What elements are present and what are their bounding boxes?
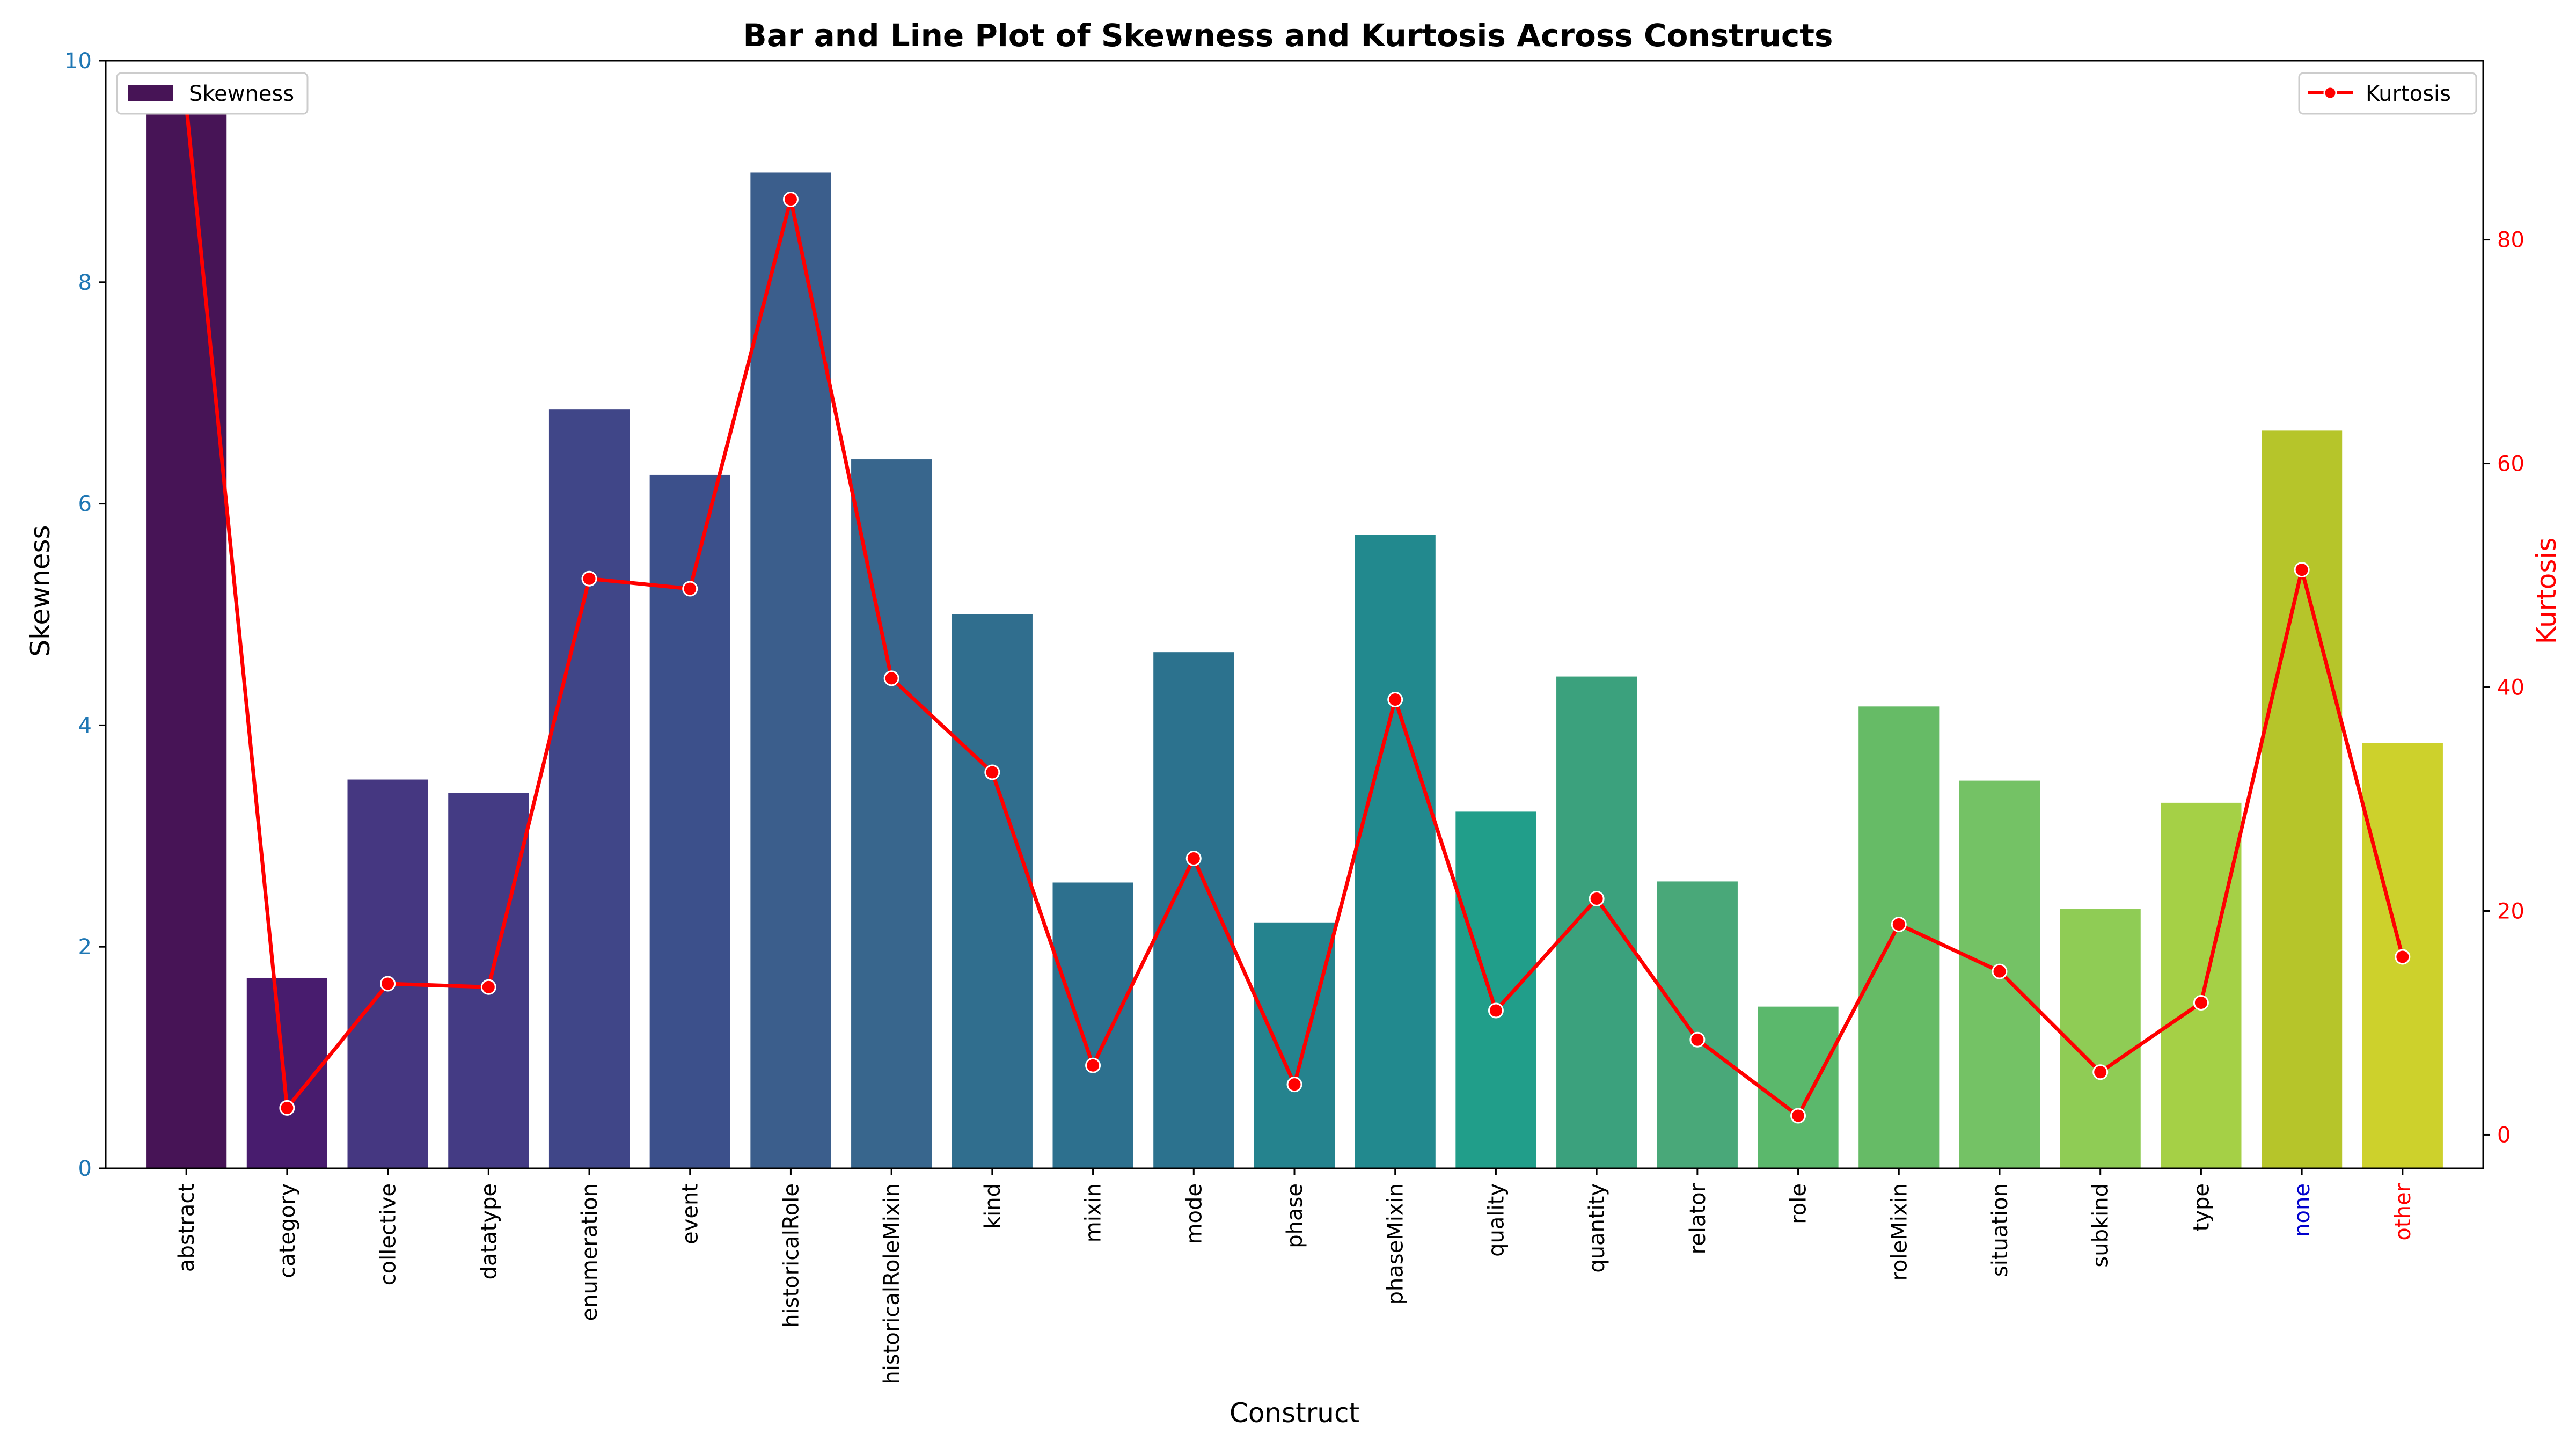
kurtosis-point-kind xyxy=(984,764,1000,780)
kurtosis-point-enumeration xyxy=(581,570,597,587)
left-tick-label-6: 6 xyxy=(78,492,92,517)
bar-phaseMixin xyxy=(1355,535,1436,1168)
kurtosis-point-category xyxy=(279,1100,295,1116)
x-tick-label-role: role xyxy=(1787,1183,1811,1224)
x-tick-label-subkind: subkind xyxy=(2089,1183,2113,1268)
x-tick-label-mixin: mixin xyxy=(1081,1183,1106,1242)
kurtosis-point-other xyxy=(2395,949,2411,965)
x-tick-label-datatype: datatype xyxy=(477,1183,501,1279)
legend-kurtosis-box xyxy=(2298,72,2477,115)
legend-kurtosis: Kurtosis xyxy=(2298,72,2477,115)
kurtosis-point-historicalRoleMixin xyxy=(883,670,899,686)
bars-layer xyxy=(146,105,2443,1169)
x-tick-label-collective: collective xyxy=(376,1183,401,1285)
x-tick-label-category: category xyxy=(275,1183,300,1278)
x-tick-label-quantity: quantity xyxy=(1585,1183,1609,1273)
bar-quantity xyxy=(1556,676,1637,1168)
kurtosis-point-subkind xyxy=(2092,1064,2109,1080)
legend-skewness-swatch xyxy=(128,85,173,101)
bar-none xyxy=(2262,430,2343,1168)
left-tick-label-2: 2 xyxy=(78,935,92,960)
left-tick-label-10: 10 xyxy=(64,49,92,74)
kurtosis-point-historicalRole xyxy=(782,192,799,208)
right-tick-label-60: 60 xyxy=(2497,452,2524,477)
kurtosis-point-phase xyxy=(1286,1077,1302,1093)
x-tick-label-roleMixin: roleMixin xyxy=(1887,1183,1912,1281)
x-tick-label-enumeration: enumeration xyxy=(577,1183,602,1321)
kurtosis-point-event xyxy=(682,581,698,597)
x-tick-label-phaseMixin: phaseMixin xyxy=(1384,1183,1408,1305)
y-axis-label: Skewness xyxy=(25,525,56,656)
legend-skewness-label: Skewness xyxy=(189,82,294,106)
kurtosis-point-quality xyxy=(1488,1002,1504,1019)
kurtosis-point-quantity xyxy=(1589,891,1605,907)
x-tick-label-abstract: abstract xyxy=(174,1183,199,1272)
x-tick-label-situation: situation xyxy=(1988,1183,2012,1277)
bar-enumeration xyxy=(548,409,630,1169)
left-tick-label-0: 0 xyxy=(78,1157,92,1181)
x-tick-label-mode: mode xyxy=(1182,1183,1206,1244)
kurtosis-point-roleMixin xyxy=(1891,917,1907,933)
bar-subkind xyxy=(2060,909,2141,1168)
kurtosis-point-phaseMixin xyxy=(1387,691,1403,707)
kurtosis-point-type xyxy=(2193,994,2209,1011)
legend-kurtosis-marker xyxy=(2323,86,2337,100)
x-tick-label-historicalRoleMixin: historicalRoleMixin xyxy=(880,1183,904,1385)
kurtosis-point-role xyxy=(1790,1108,1806,1124)
bar-abstract xyxy=(146,105,227,1168)
bar-mixin xyxy=(1052,882,1133,1168)
right-y-axis: 0 20 40 60 80 xyxy=(2483,228,2524,1147)
bar-relator xyxy=(1657,881,1738,1168)
x-tick-label-quality: quality xyxy=(1484,1183,1509,1257)
x-tick-label-relator: relator xyxy=(1686,1183,1710,1254)
x-axis: abstract category collective datatype enumer… xyxy=(174,1168,2416,1385)
kurtosis-point-relator xyxy=(1689,1031,1706,1048)
y2-axis-label: Kurtosis xyxy=(2531,538,2562,645)
x-axis-label: Construct xyxy=(1230,1397,1359,1429)
kurtosis-point-none xyxy=(2294,562,2310,578)
right-tick-label-20: 20 xyxy=(2497,899,2524,924)
x-tick-label-phase: phase xyxy=(1283,1183,1307,1248)
kurtosis-line-layer xyxy=(178,97,2411,1124)
bar-type xyxy=(2161,802,2242,1168)
bar-event xyxy=(649,474,730,1168)
legend-kurtosis-label: Kurtosis xyxy=(2366,82,2451,106)
bar-quality xyxy=(1455,811,1536,1168)
x-tick-label-historicalRole: historicalRole xyxy=(779,1183,803,1328)
chart-title: Bar and Line Plot of Skewness and Kurtos… xyxy=(743,17,1833,54)
legend-skewness: Skewness xyxy=(116,72,309,115)
right-tick-label-40: 40 xyxy=(2497,676,2524,700)
bar-role xyxy=(1758,1006,1839,1168)
x-tick-label-type: type xyxy=(2189,1183,2214,1231)
kurtosis-point-situation xyxy=(1992,963,2008,979)
left-tick-label-4: 4 xyxy=(78,713,92,738)
kurtosis-point-datatype xyxy=(480,979,496,995)
bar-kind xyxy=(952,614,1033,1168)
legend-skewness-box xyxy=(116,72,309,115)
kurtosis-point-collective xyxy=(380,976,396,992)
bar-mode xyxy=(1153,652,1234,1168)
bar-historicalRole xyxy=(750,172,831,1168)
x-tick-label-other: other xyxy=(2391,1183,2416,1240)
bar-historicalRoleMixin xyxy=(851,459,932,1168)
x-tick-label-event: event xyxy=(678,1183,703,1245)
kurtosis-point-mode xyxy=(1185,850,1202,866)
left-y-axis: 0 2 4 6 8 10 xyxy=(64,49,106,1181)
left-tick-label-8: 8 xyxy=(78,270,92,295)
right-tick-label-0: 0 xyxy=(2497,1123,2511,1147)
bar-phase xyxy=(1254,922,1335,1168)
right-tick-label-80: 80 xyxy=(2497,228,2524,253)
x-tick-label-kind: kind xyxy=(980,1183,1005,1229)
bar-collective xyxy=(347,779,428,1168)
x-tick-label-none: none xyxy=(2290,1183,2315,1237)
kurtosis-point-mixin xyxy=(1085,1057,1101,1073)
